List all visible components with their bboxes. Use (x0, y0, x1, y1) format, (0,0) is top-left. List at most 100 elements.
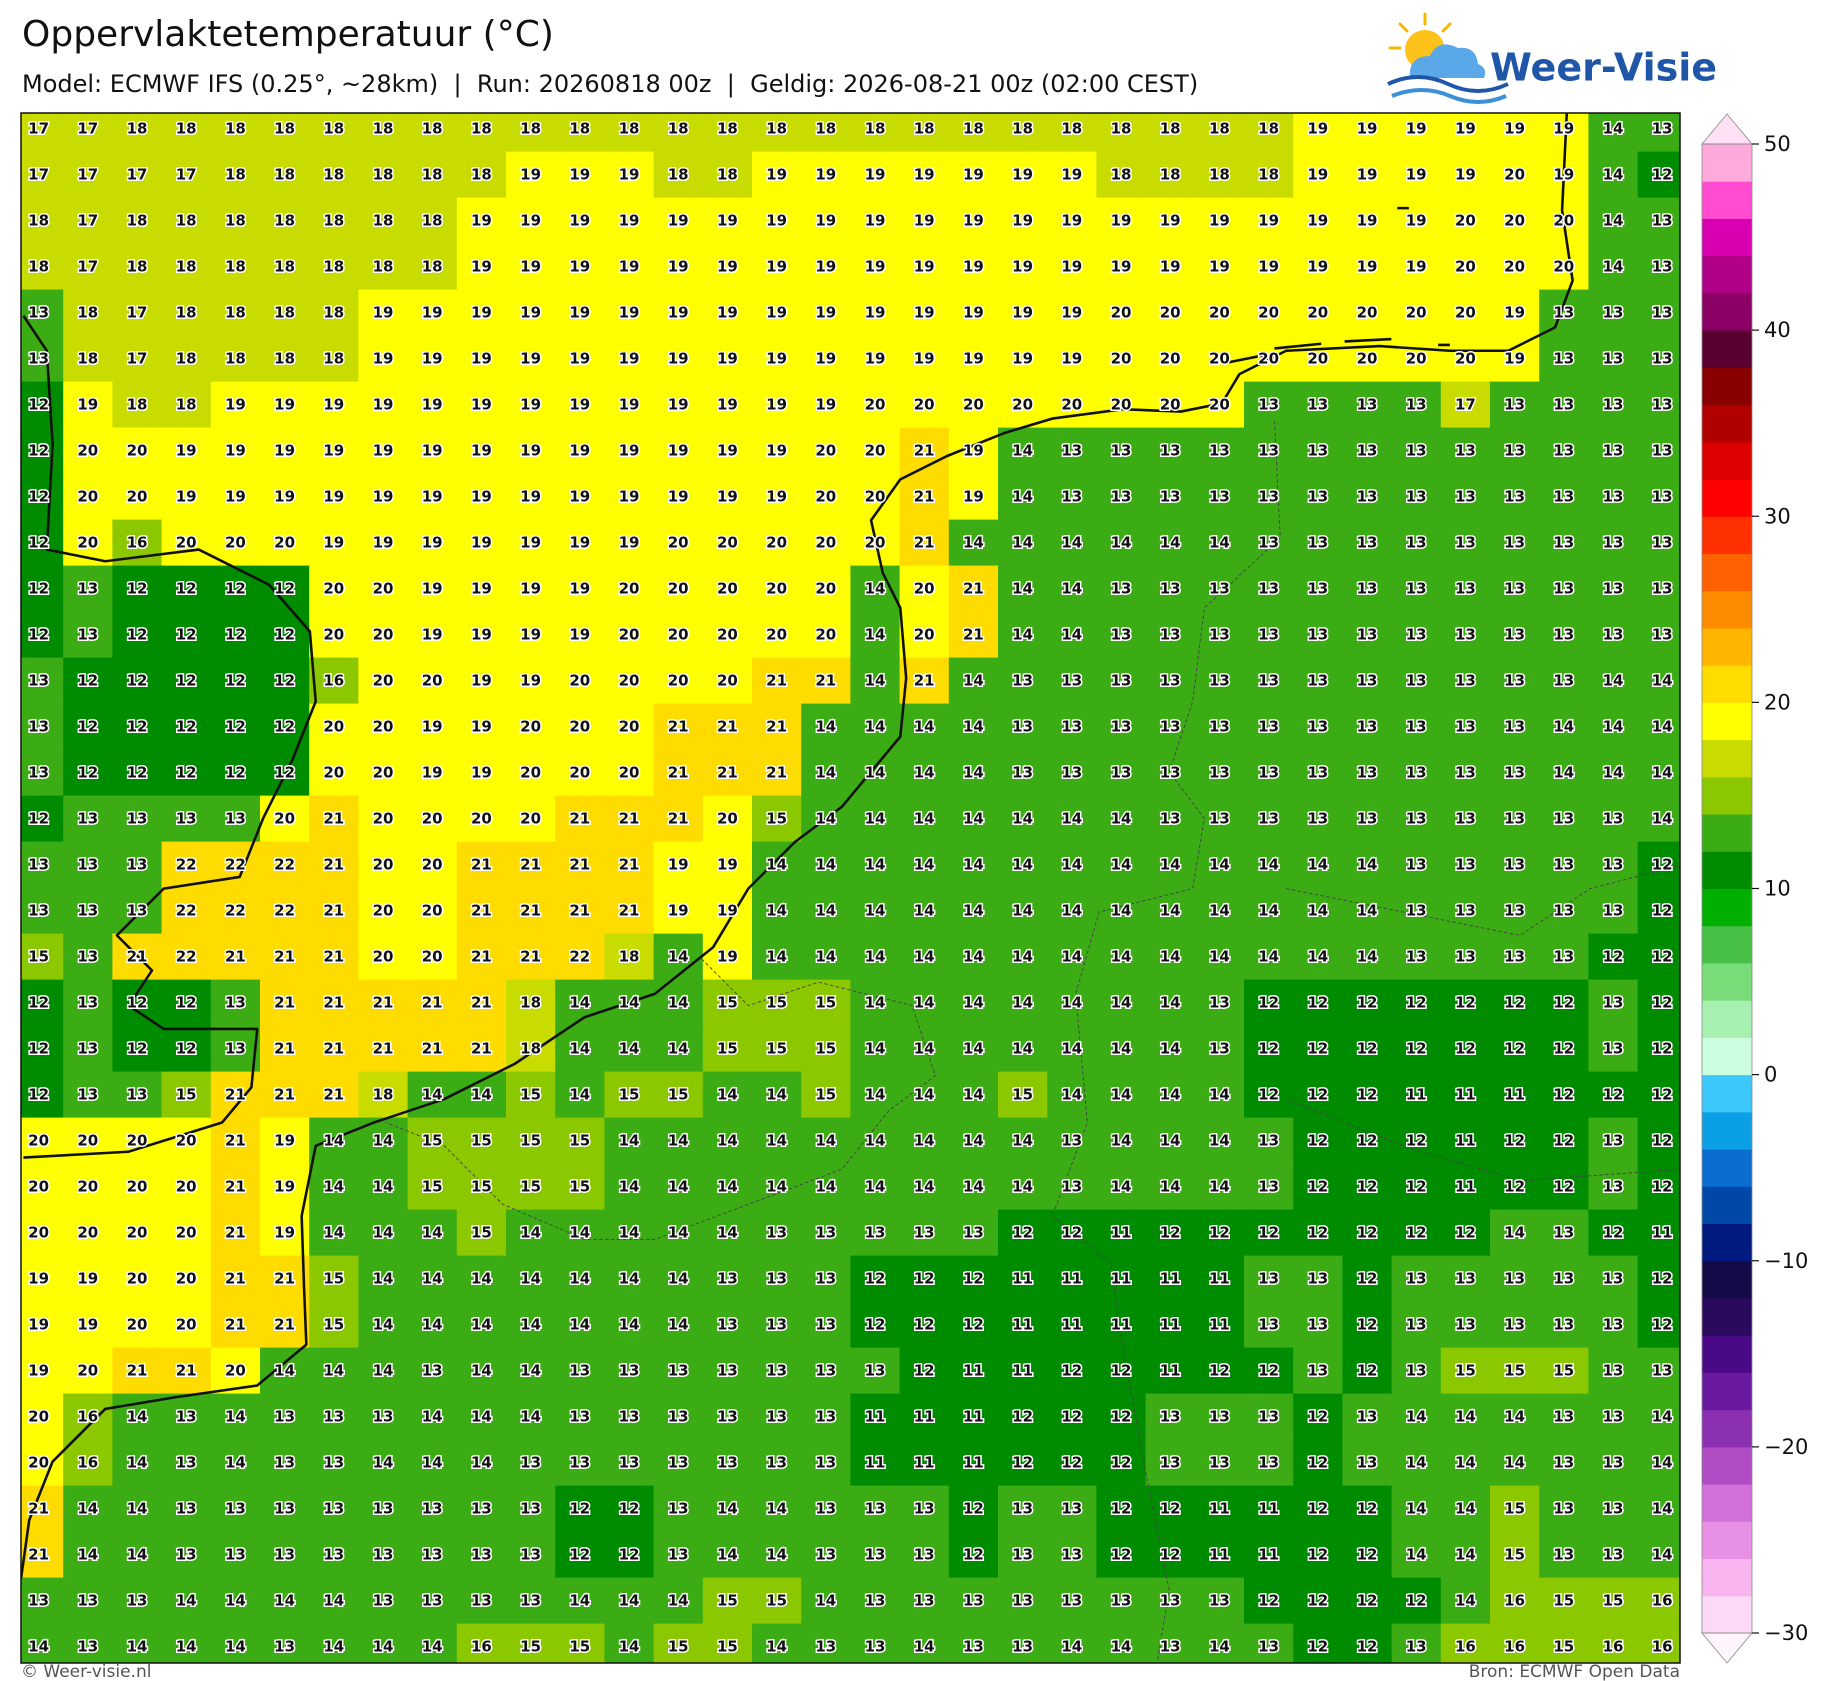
value-label: 14 (766, 1546, 787, 1564)
cell (1588, 1439, 1639, 1487)
value-label: 14 (1406, 1454, 1427, 1472)
value-label: 12 (77, 718, 98, 736)
cell (1047, 519, 1097, 567)
value-label: 21 (274, 948, 295, 966)
value-label: 13 (1357, 396, 1378, 414)
value-label: 14 (1061, 1040, 1082, 1058)
value-label: 12 (1160, 1500, 1181, 1518)
value-label: 18 (1209, 120, 1230, 138)
cell (899, 933, 950, 981)
cell (998, 1163, 1048, 1211)
value-label: 14 (422, 1224, 443, 1242)
value-label: 13 (1357, 442, 1378, 460)
value-label: 19 (569, 166, 590, 184)
cell (1588, 1255, 1639, 1303)
cell (948, 1439, 999, 1487)
cell (752, 657, 802, 705)
cell (309, 1071, 359, 1119)
value-label: 19 (77, 396, 98, 414)
value-label: 20 (766, 580, 787, 598)
cell (1588, 1071, 1639, 1119)
value-label: 14 (1652, 810, 1673, 828)
cell (1194, 1163, 1245, 1211)
value-label: 13 (1160, 626, 1181, 644)
value-label: 21 (274, 1040, 295, 1058)
cell (161, 113, 212, 153)
cell (1539, 841, 1589, 889)
cell (998, 1347, 1048, 1395)
cell (998, 979, 1048, 1027)
cell (1293, 1209, 1343, 1257)
value-label: 21 (323, 994, 344, 1012)
cell (1096, 1301, 1147, 1349)
value-label: 13 (1504, 672, 1525, 690)
value-label: 13 (520, 1454, 541, 1472)
cell (604, 1071, 655, 1119)
value-label: 12 (1603, 1224, 1624, 1242)
cell (604, 243, 655, 291)
cell (850, 427, 901, 475)
value-label: 21 (274, 1270, 295, 1288)
value-label: 13 (1455, 764, 1476, 782)
value-label: 13 (619, 1362, 640, 1380)
value-label: 19 (520, 672, 541, 690)
value-label: 12 (225, 626, 246, 644)
value-label: 13 (815, 1270, 836, 1288)
cell (1637, 887, 1680, 935)
value-label: 14 (1455, 1408, 1476, 1426)
cell (801, 243, 851, 291)
cell (555, 933, 605, 981)
cell (210, 1577, 261, 1625)
value-label: 12 (1160, 1546, 1181, 1564)
value-label: 22 (176, 856, 197, 874)
value-label: 14 (1603, 718, 1624, 736)
cell (653, 335, 704, 383)
cell (801, 1209, 851, 1257)
cell (1293, 1071, 1343, 1119)
value-label: 14 (1111, 1040, 1132, 1058)
cell (948, 1485, 999, 1533)
value-label: 19 (569, 534, 590, 552)
value-label: 13 (1357, 764, 1378, 782)
value-label: 14 (274, 1592, 295, 1610)
value-label: 19 (766, 442, 787, 460)
value-label: 19 (717, 350, 738, 368)
cell (801, 1347, 851, 1395)
cell (1440, 243, 1491, 291)
cell (1194, 565, 1245, 613)
value-label: 14 (520, 1362, 541, 1380)
cell (210, 1439, 261, 1487)
colorbar-tick-label: −30 (1764, 1621, 1808, 1645)
value-label: 14 (914, 718, 935, 736)
value-label: 20 (1307, 304, 1328, 322)
value-label: 11 (1160, 1316, 1181, 1334)
value-label: 17 (127, 166, 148, 184)
value-label: 13 (1603, 902, 1624, 920)
value-label: 20 (717, 580, 738, 598)
value-label: 14 (914, 1178, 935, 1196)
value-label: 13 (471, 1546, 492, 1564)
cell (899, 1025, 950, 1073)
cell (1539, 289, 1589, 337)
cell (702, 933, 753, 981)
value-label: 13 (1652, 396, 1673, 414)
value-label: 14 (865, 1040, 886, 1058)
cell (506, 1393, 556, 1441)
value-label: 12 (1061, 1224, 1082, 1242)
value-label: 14 (1012, 948, 1033, 966)
value-label: 19 (28, 1270, 49, 1288)
cell (112, 151, 163, 199)
cell (506, 933, 556, 981)
value-label: 13 (77, 902, 98, 920)
value-label: 13 (1455, 442, 1476, 460)
cell (702, 197, 753, 245)
cell (653, 933, 704, 981)
value-label: 14 (865, 580, 886, 598)
value-label: 13 (717, 1408, 738, 1426)
cell (1391, 1393, 1442, 1441)
value-label: 20 (1061, 396, 1082, 414)
value-label: 13 (1652, 580, 1673, 598)
value-label: 20 (422, 856, 443, 874)
value-label: 13 (127, 1592, 148, 1610)
value-label: 13 (422, 1500, 443, 1518)
